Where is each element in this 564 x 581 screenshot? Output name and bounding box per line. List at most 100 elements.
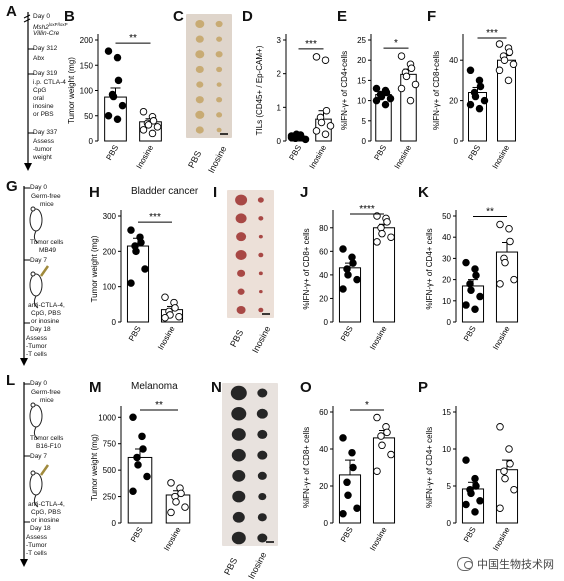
- y-tick-label: 3: [277, 36, 282, 45]
- data-point: [339, 245, 347, 253]
- timeline-a-pbs: or PBS: [33, 111, 54, 118]
- tumor-inosine: [216, 97, 223, 103]
- mouse-injection-icon: [29, 464, 50, 508]
- data-point: [462, 456, 470, 464]
- chart-j-ifng-cd8: 0 20 40 60 80 %IFN-γ+ of CD8+ cells PBS Inosine…: [302, 204, 396, 351]
- y-axis-label: %IFN-γ+ of CD4+ cells: [425, 228, 434, 309]
- bar-inosine: [495, 251, 519, 323]
- tumor-inosine: [257, 533, 268, 543]
- data-point: [348, 448, 356, 457]
- category-label: Inosine: [368, 324, 389, 351]
- data-point: [466, 280, 474, 288]
- data-point: [466, 66, 475, 75]
- timeline-g-inosine: or inosine: [31, 318, 60, 325]
- panel-letter-p: P: [418, 379, 429, 396]
- tumor-pbs: [235, 213, 247, 224]
- timeline-g-tumorcells: Tumor cells: [30, 239, 64, 246]
- panel-letter-l: L: [6, 372, 16, 389]
- y-tick-label: 500: [103, 466, 117, 475]
- chart-k-ifng-cd4: 0 10 20 30 40 50 %IFN-γ+ of CD4+ cells PBS Inosi…: [425, 206, 519, 351]
- data-point: [505, 224, 513, 233]
- y-axis-label: TILs (CD45+ / Ep-CAM+): [255, 45, 264, 135]
- chart-m-tumor-weight: 0 250 500 750 1000 Tumor weight (mg) PBS Inosin…: [90, 400, 191, 552]
- timeline-a-oral: oral: [33, 95, 44, 102]
- data-point: [322, 106, 331, 115]
- y-axis-label: Tumor weight (mg): [67, 57, 76, 124]
- data-point: [462, 301, 470, 309]
- data-point: [471, 265, 479, 273]
- panel-letter-k: K: [418, 184, 429, 201]
- y-tick-label: 0: [447, 519, 452, 528]
- data-point: [153, 123, 162, 131]
- data-point: [339, 285, 347, 293]
- timeline-g-tcells: -T cells: [26, 351, 47, 358]
- data-point: [118, 101, 127, 110]
- data-point: [301, 135, 310, 144]
- timeline-a-axis: [23, 12, 34, 171]
- timeline-a-tumor: -tumor: [33, 146, 52, 153]
- timeline-l-day7: Day 7: [30, 453, 47, 460]
- timeline-a-villin-cre: Villin-Cre: [33, 30, 60, 37]
- tumor-grid: [230, 385, 274, 545]
- mouse-icon: [29, 402, 43, 440]
- data-point: [386, 94, 395, 103]
- significance-stars: *: [394, 38, 398, 49]
- timeline-g-day0: Day 0: [30, 184, 47, 191]
- data-point: [397, 84, 406, 93]
- data-point: [378, 229, 386, 238]
- y-tick-label: 750: [103, 440, 117, 449]
- data-point: [296, 131, 305, 139]
- data-point: [349, 259, 357, 267]
- timeline-g-tumor: -Tumor: [26, 343, 47, 350]
- tumor-photo-colon: [186, 14, 232, 138]
- title-bladder-cancer: Bladder cancer: [131, 186, 199, 197]
- timeline-a-day312: Day 312: [33, 45, 58, 52]
- data-point: [133, 453, 141, 462]
- data-point: [127, 279, 135, 287]
- data-point: [172, 498, 180, 506]
- category-label: Inosine: [308, 143, 329, 170]
- data-point: [505, 48, 514, 56]
- tumor-pbs: [232, 470, 246, 482]
- tumor-inosine: [258, 307, 264, 313]
- photo-n-label-inosine: Inosine: [246, 550, 269, 581]
- y-tick-label: 30: [442, 254, 451, 263]
- y-axis-label: Tumor weight (mg): [90, 235, 99, 302]
- data-point: [372, 84, 381, 93]
- chart-b-tumor-weight: 0 50 100 150 200 Tumor weight (mg) PBS Inosine *…: [67, 33, 162, 170]
- y-tick-label: 50: [84, 112, 93, 121]
- data-point: [373, 238, 381, 246]
- y-tick-label: 10: [442, 445, 451, 454]
- timeline-a-abx: Abx: [33, 55, 45, 62]
- tumor-inosine: [257, 513, 267, 522]
- watermark-text: 中国生物技术网: [477, 559, 554, 571]
- significance-stars: ****: [359, 204, 375, 215]
- bar-inosine: [372, 437, 396, 524]
- timeline-g-germfree: Germ-free: [31, 193, 61, 200]
- category-label: PBS: [127, 325, 143, 343]
- panel-letter-n: N: [211, 379, 222, 396]
- category-label: PBS: [339, 325, 355, 343]
- panel-letter-i: I: [213, 184, 218, 201]
- data-point: [510, 275, 518, 284]
- y-tick-label: 0: [454, 137, 459, 146]
- category-label: PBS: [339, 526, 355, 544]
- y-tick-label: 20: [357, 56, 366, 65]
- tumor-pbs: [230, 385, 247, 401]
- data-point: [171, 304, 179, 312]
- tumor-pbs: [235, 194, 248, 206]
- y-tick-label: 40: [319, 271, 328, 280]
- tumor-inosine: [258, 252, 264, 258]
- tumor-pbs: [235, 250, 247, 260]
- timeline-a-day0: Day 0: [33, 13, 50, 20]
- tumor-pbs: [232, 490, 246, 503]
- tumor-pbs: [195, 19, 205, 29]
- significance-stars: ***: [486, 28, 498, 39]
- category-label: Inosine: [368, 525, 389, 552]
- timeline-l-cpg: CpG, PBS: [31, 509, 61, 516]
- data-point: [139, 445, 147, 453]
- data-point: [339, 434, 347, 442]
- data-point: [109, 92, 118, 101]
- category-label: PBS: [287, 144, 303, 162]
- data-point: [496, 280, 504, 288]
